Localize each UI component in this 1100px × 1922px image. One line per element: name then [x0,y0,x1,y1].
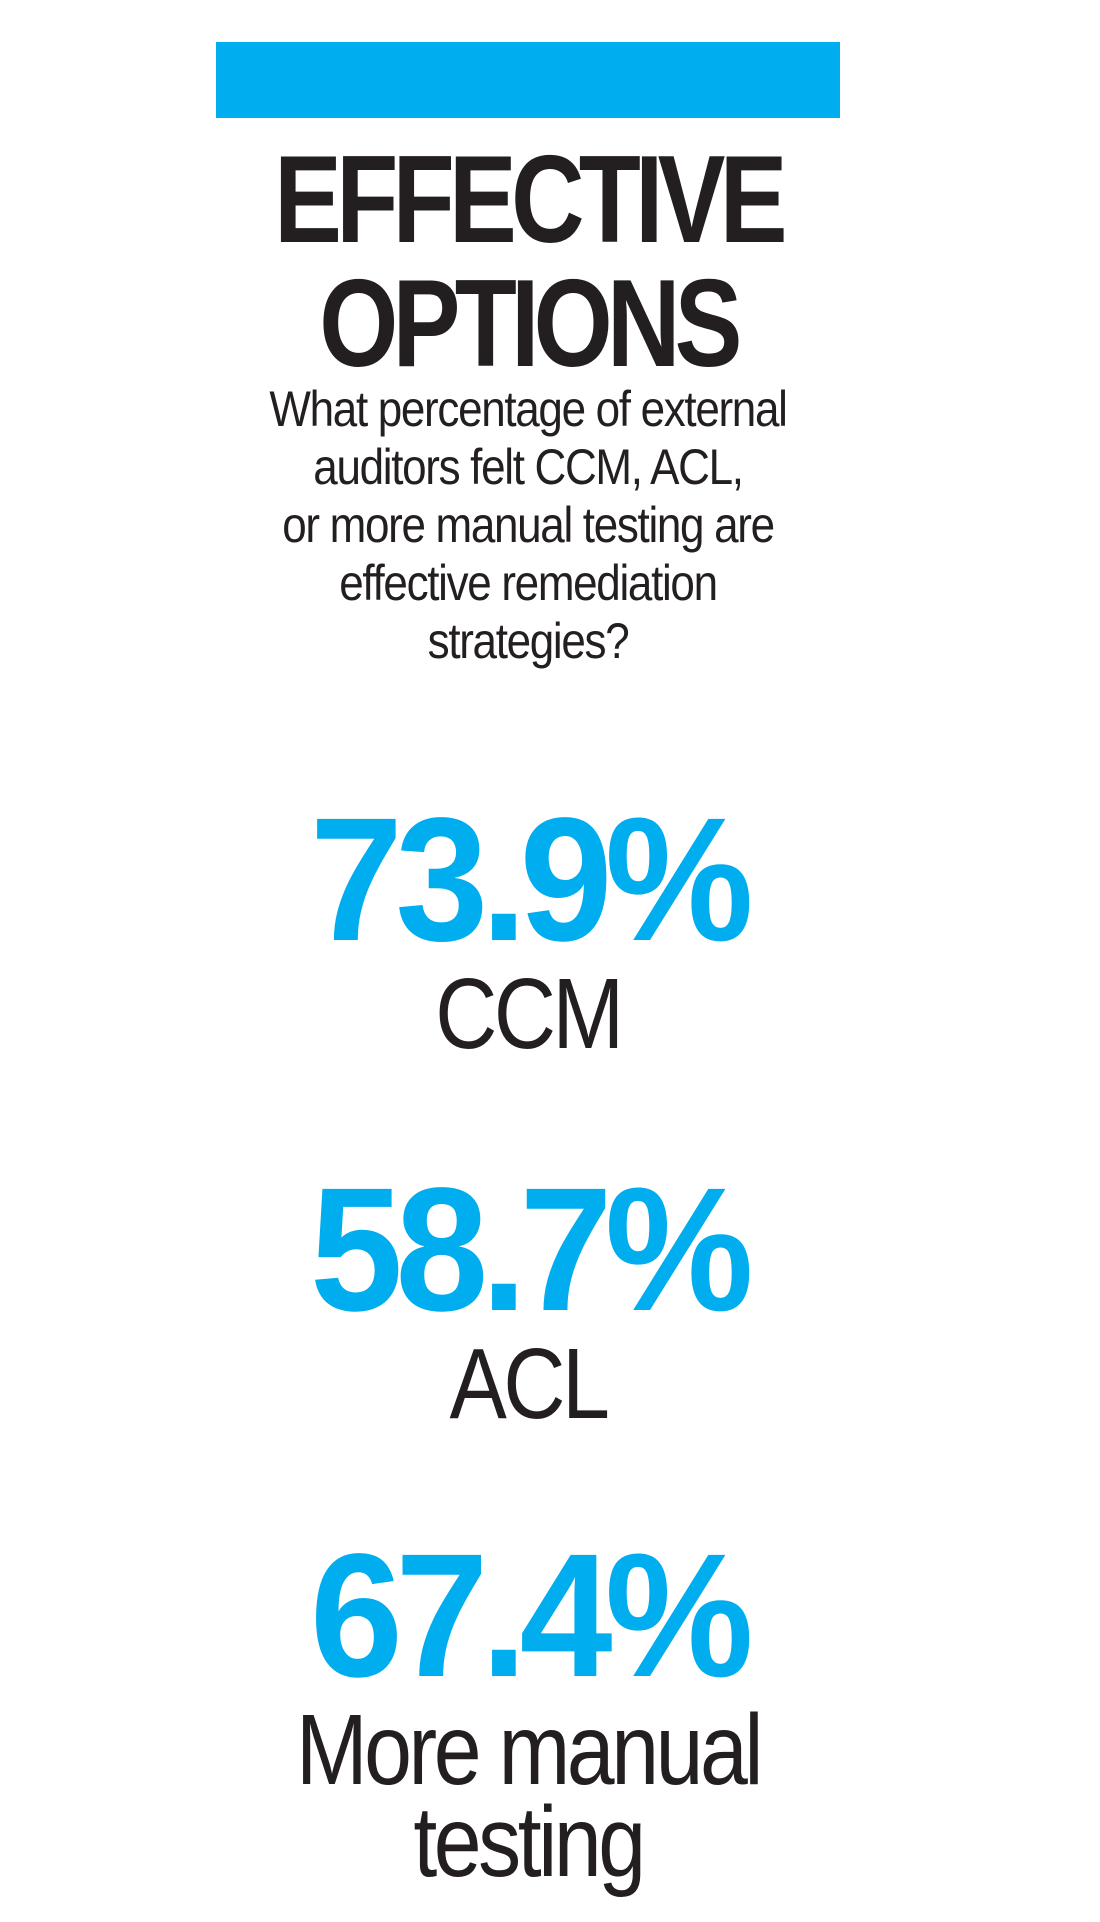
stat-label: testing [413,1786,646,1898]
stat-ccm: 73.9% CCM [150,782,906,1070]
stat-value: 58.7% [309,1152,754,1348]
accent-bar [216,42,840,118]
stat-value: 73.9% [309,782,754,978]
stat-acl: 58.7% ACL [150,1152,906,1440]
title-line-1: EFFECTIVE [274,131,787,269]
question-line: effective remediation [339,555,718,611]
survey-question: What percentage of external auditors fel… [222,380,834,670]
stat-label: CCM [435,958,624,1070]
stat-manual-testing: 67.4% More manual testing [150,1518,906,1898]
question-line: What percentage of external [269,381,787,437]
stat-value: 67.4% [309,1518,754,1714]
stat-label: More manual [295,1694,763,1806]
question-line: or more manual testing are [282,497,775,553]
question-line: strategies? [427,613,630,669]
title-line-2: OPTIONS [319,255,742,393]
stat-label: ACL [449,1328,610,1440]
question-line: auditors felt CCM, ACL, [313,439,744,495]
